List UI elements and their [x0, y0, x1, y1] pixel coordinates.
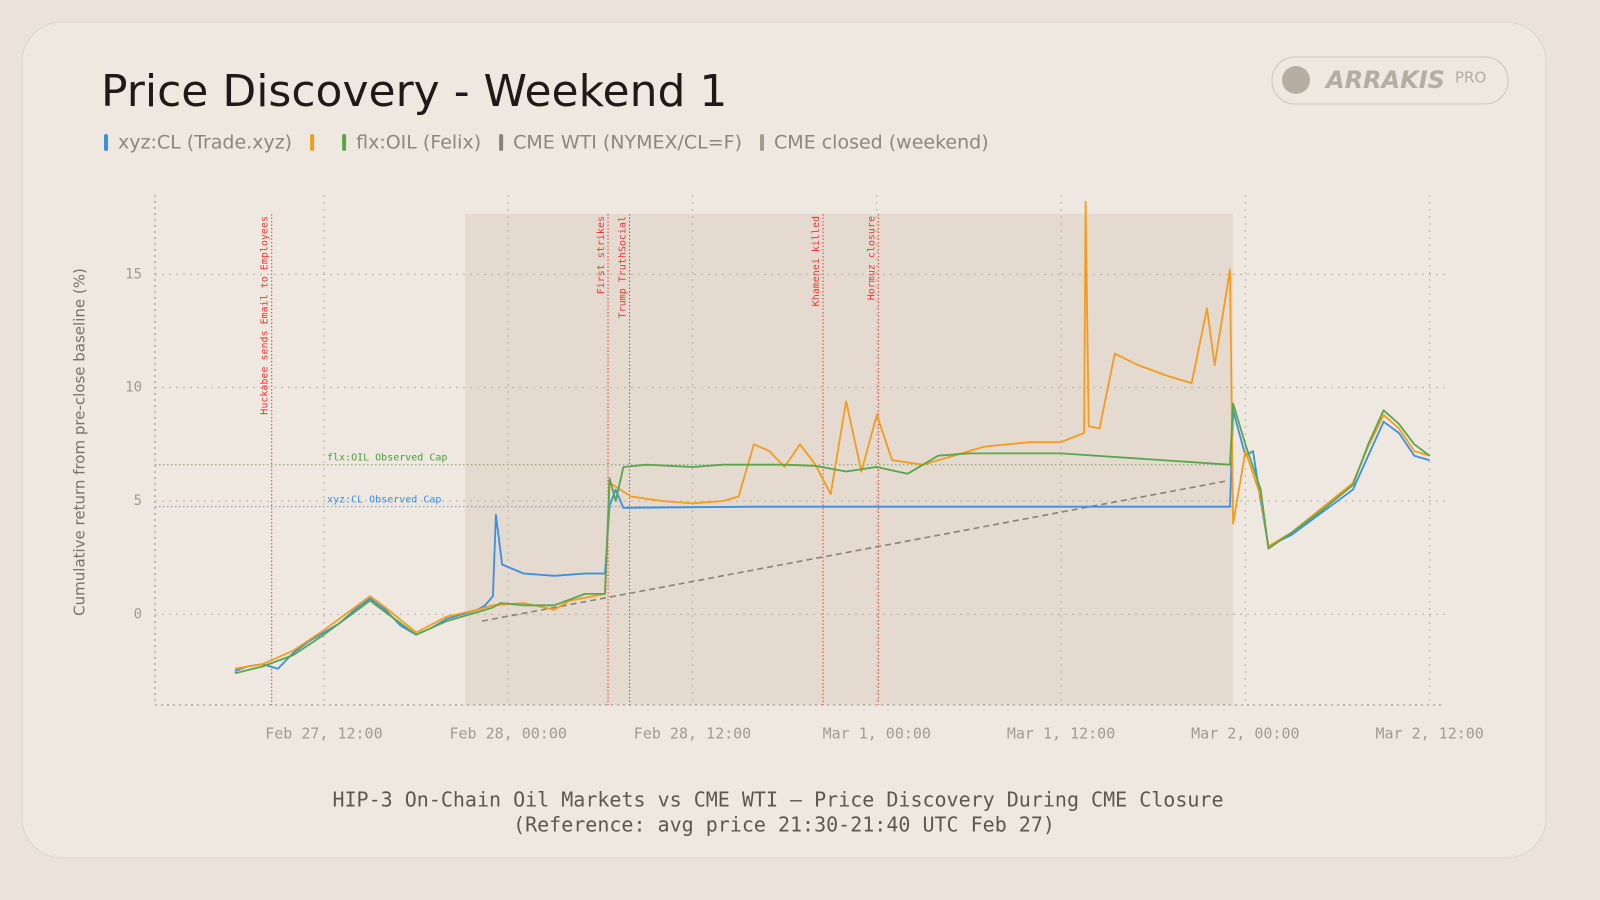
page-title: Price Discovery - Weekend 1 — [101, 66, 727, 117]
legend-label: CME WTI (NYMEX/CL=F) — [513, 132, 742, 154]
y-axis-label: Cumulative return from pre-close baselin… — [71, 268, 89, 616]
legend-label: xyz:CL (Trade.xyz) — [118, 132, 292, 154]
event-label: Huckabee sends Email to Employees — [260, 216, 271, 415]
cap-label: xyz:CL Observed Cap — [327, 495, 441, 506]
legend-label: flx:OIL (Felix) — [356, 132, 481, 154]
legend-label: CME closed (weekend) — [774, 132, 989, 154]
caption: (Reference: avg price 21:30-21:40 UTC Fe… — [513, 813, 1055, 837]
logo-brand: ARRAKIS — [1324, 66, 1445, 94]
logo-tier: PRO — [1455, 69, 1486, 87]
legend-swatch — [499, 134, 504, 151]
caption: HIP-3 On-Chain Oil Markets vs CME WTI — … — [332, 788, 1223, 812]
series-line — [234, 402, 1431, 675]
series-line — [234, 200, 1430, 670]
legend-swatch — [310, 134, 315, 151]
legend-swatch — [342, 134, 347, 151]
closed-region — [465, 214, 1234, 705]
event-label: Khamenei killed — [811, 216, 822, 306]
cap-label: flx:OIL Observed Cap — [327, 453, 447, 464]
x-tick-label: Mar 1, 00:00 — [823, 725, 931, 743]
event-label: Trump TruthSocial — [618, 216, 629, 318]
x-tick-label: Feb 28, 12:00 — [634, 725, 751, 743]
legend: xyz:CL (Trade.xyz) flx:OIL (Felix) CME WTI… — [104, 132, 989, 154]
logo-icon — [1282, 66, 1310, 94]
legend-swatch — [760, 134, 765, 151]
y-tick-label: 5 — [134, 493, 142, 509]
x-tick-label: Mar 2, 00:00 — [1191, 725, 1299, 743]
x-tick-label: Feb 27, 12:00 — [265, 725, 382, 743]
y-tick-label: 10 — [125, 380, 142, 396]
x-tick-label: Feb 28, 00:00 — [450, 725, 567, 743]
y-tick-label: 15 — [125, 266, 142, 282]
x-tick-label: Mar 2, 12:00 — [1375, 725, 1483, 743]
logo-frame — [1271, 56, 1509, 105]
x-tick-label: Mar 1, 12:00 — [1007, 725, 1115, 743]
event-label: Hormuz closure — [866, 216, 877, 300]
legend-swatch — [104, 134, 108, 151]
event-label: First strikes — [596, 216, 607, 294]
y-tick-label: 0 — [134, 606, 142, 622]
series-line — [481, 479, 1229, 622]
